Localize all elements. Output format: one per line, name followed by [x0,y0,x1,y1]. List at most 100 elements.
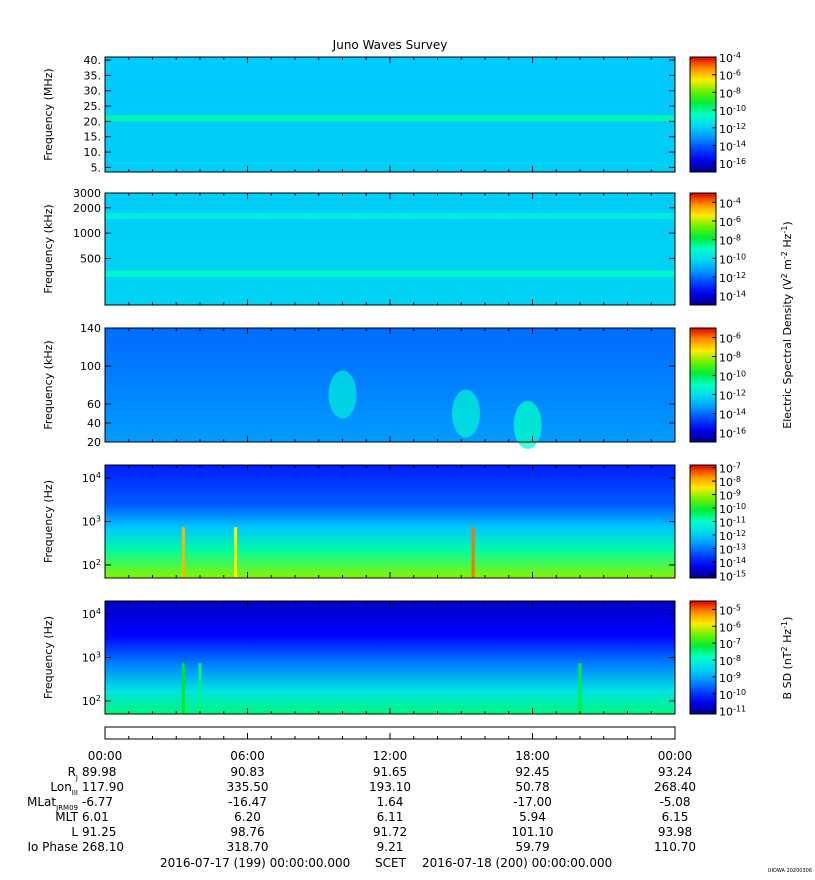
time-tick-label: 06:00 [230,749,265,763]
y-tick-label: 40 [87,417,101,430]
colorbar-tick-label: 10-6 [719,620,741,635]
ephemeris-value: 59.79 [515,840,549,854]
ephemeris-value: 92.45 [515,765,549,779]
colorbar-tick-label: 10-6 [719,215,741,230]
y-axis-label: Frequency (kHz) [42,340,55,429]
y-tick-label: 103 [82,514,101,529]
ephemeris-value: 9.21 [377,840,404,854]
y-tick-label: 102 [82,693,101,708]
ephemeris-value: 6.11 [377,810,404,824]
colorbar [689,600,717,715]
colorbar-tick-label: 10-13 [719,542,746,557]
colorbar-tick-label: 10-16 [719,157,746,172]
time-tick-label: 18:00 [515,749,550,763]
ephemeris-value: 6.20 [234,810,261,824]
ephemeris-value: -16.47 [228,795,267,809]
colorbar-tick-label: 10-8 [719,475,741,490]
y-axis-label: Frequency (MHz) [42,68,55,160]
ephemeris-value: 91.25 [82,825,116,839]
chart-title: Juno Waves Survey [332,38,448,52]
ephemeris-value: 50.78 [515,780,549,794]
ephemeris-value: 6.15 [662,810,689,824]
time-tick-label: 00:00 [88,749,123,763]
ephemeris-label: L [71,825,78,839]
y-tick-label: 30. [84,85,102,98]
footer-scet-label: SCET [375,856,407,870]
emission-band [105,115,675,122]
y-tick-label: 104 [82,471,101,486]
emission-spike [578,663,582,714]
emission-feature [328,370,357,419]
colorbar-tick-label: 10-10 [719,502,746,517]
colorbar [689,56,717,173]
colorbar-tick-label: 10-9 [719,488,741,503]
emission-band [105,212,675,219]
colorbar-tick-label: 10-14 [719,555,746,570]
ephemeris-value: 6.01 [82,810,109,824]
ephemeris-value: 93.98 [658,825,692,839]
y-tick-label: 5. [91,161,102,174]
y-tick-label: 140 [80,322,101,335]
ephemeris-label: Io Phase [27,840,78,854]
panel-lfr-high: 140 100 60 40 20 Frequency (kHz) 10-6 10-8 10-10… [42,322,746,449]
ephemeris-value: 268.40 [654,780,696,794]
colorbar-tick-label: 10-12 [719,528,746,543]
y-tick-label: 103 [82,650,101,665]
colorbar-tick-label: 10-9 [719,670,741,685]
colorbar-tick-label: 10-12 [719,271,746,286]
y-tick-label: 60 [87,398,101,411]
spectrogram-background [105,601,675,714]
ephemeris-label: RJ [68,765,78,782]
colorbar-tick-label: 10-12 [719,388,746,403]
y-tick-label: 104 [82,607,101,622]
y-tick-label: 20 [87,436,101,449]
footer-end-time: 2016-07-18 (200) 00:00:00.000 [422,856,612,870]
ephemeris-label: LonIII [50,780,78,797]
emission-feature [513,400,542,449]
colorbar-tick-label: 10-14 [719,407,746,422]
colorbar [689,327,717,443]
panel-hfwbr: 40. 35. 30. 25. 20. 15. 10. 5. Frequency (MHz) 10… [42,51,746,175]
emission-feature [452,389,480,438]
spectrogram-background [105,465,675,578]
time-tick-label: 00:00 [658,749,693,763]
colorbar-tick-label: 10-6 [719,331,741,346]
y-tick-label: 500 [80,252,101,265]
ephemeris-value: 117.90 [82,780,124,794]
y-axis-label: Frequency (Hz) [42,480,55,563]
spectrogram-background [105,328,675,442]
colorbar-label-magnetic: B SD (nT2 Hz-1) [780,617,795,700]
emission-spike [234,527,238,578]
time-tick-label: 12:00 [373,749,408,763]
colorbar-tick-label: 10-8 [719,233,741,248]
ephemeris-label: MLatJRM09 [27,795,78,812]
ephemeris-value: 193.10 [369,780,411,794]
colorbar-tick-label: 10-7 [719,637,741,652]
emission-spike [471,527,475,578]
colorbar-tick-label: 10-16 [719,426,746,441]
colorbar-tick-label: 10-5 [719,603,741,618]
y-tick-label: 102 [82,557,101,572]
y-tick-label: 40. [84,54,102,67]
ephemeris-value: 268.10 [82,840,124,854]
colorbar-label-electric: Electric Spectral Density (V2 m-2 Hz-1) [780,221,795,428]
ephemeris-value: 91.72 [373,825,407,839]
footer-start-time: 2016-07-17 (199) 00:00:00.000 [160,856,350,870]
y-axis-label: Frequency (Hz) [42,616,55,699]
ephemeris-value: 110.70 [654,840,696,854]
colorbar-tick-label: 10-8 [719,86,741,101]
colorbar-tick-label: 10-10 [719,252,746,267]
colorbar-tick-label: 10-14 [719,139,746,154]
ephemeris-label: MLT [55,810,78,824]
colorbar-tick-label: 10-15 [719,569,746,584]
emission-spike [181,663,185,714]
y-tick-label: 25. [84,100,102,113]
ephemeris-value: 90.83 [230,765,264,779]
y-tick-label: 3000 [73,187,101,200]
y-tick-label: 10. [84,146,102,159]
ephemeris-value: 93.24 [658,765,692,779]
colorbar-tick-label: 10-10 [719,104,746,119]
